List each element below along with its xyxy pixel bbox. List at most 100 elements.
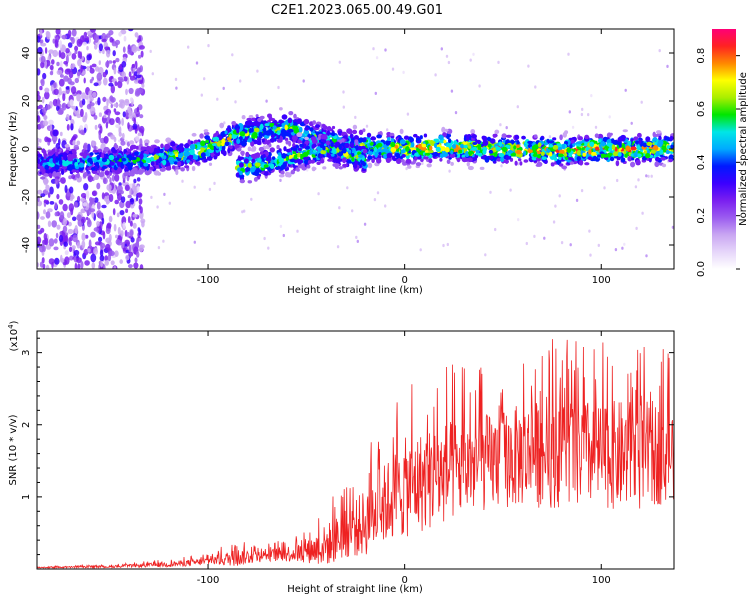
spectrogram-cell [136, 106, 139, 113]
spectrogram-cell [338, 60, 341, 64]
spectrogram-cell [130, 204, 135, 209]
spectrogram-cell [114, 250, 119, 257]
spectrogram-cell [463, 140, 468, 146]
spectrogram-cell [86, 46, 89, 51]
spectrogram-cell [239, 170, 243, 176]
spectrogram-cell [120, 196, 126, 203]
spectrogram-cell [505, 134, 512, 138]
spectrogram-cell [41, 96, 45, 104]
spectrogram-cell [471, 134, 477, 139]
spectrogram-cell [67, 29, 72, 38]
spectrogram-cell [43, 199, 49, 204]
spectrogram-cell [81, 232, 86, 242]
spectrogram-cell [405, 158, 412, 164]
spectrogram-cell [205, 139, 210, 144]
spectrogram-cell [72, 216, 77, 222]
spectrogram-cell [74, 262, 78, 269]
spectrogram-cell [181, 179, 184, 183]
spectrogram-cell [163, 192, 166, 196]
spectrogram-cell [323, 136, 328, 140]
spectrogram-cell [358, 129, 364, 135]
spectrogram-cell [124, 100, 130, 106]
spectrogram-cell [346, 128, 353, 134]
spectrogram-cell [445, 54, 449, 58]
spectrogram-cell [287, 128, 294, 133]
spectrogram-cell [250, 140, 255, 147]
spectrogram-cell [310, 159, 316, 164]
spectrogram-cell [118, 99, 125, 104]
spectrogram-cell [93, 174, 100, 180]
spectrogram-cell [58, 156, 62, 162]
spectrogram-cell [246, 120, 253, 126]
spectrogram-cell [165, 166, 172, 171]
spectrogram-cell [119, 210, 125, 216]
spectrogram-cell [105, 227, 111, 235]
spectrogram-cell [105, 121, 109, 129]
spectrogram-cell [61, 103, 65, 109]
spectrogram-cell [484, 253, 487, 257]
spectrogram-cell [39, 39, 44, 44]
spectrogram-cell [132, 222, 137, 229]
spectrogram-cell [150, 156, 154, 162]
spectrogram-cell [71, 135, 77, 141]
spectrogram-cell [239, 131, 246, 137]
spectrogram-cell [215, 151, 220, 156]
spectrogram-cell [287, 117, 293, 124]
spectrogram-cell [588, 149, 592, 155]
spectrogram-cell [115, 234, 119, 239]
spectrogram-cell [319, 144, 325, 148]
spectrogram-cell [81, 98, 86, 106]
spectrogram-cell [55, 164, 60, 170]
spectrogram-cell [467, 150, 474, 155]
spectrogram-cell [426, 163, 432, 168]
spectrogram-cell [432, 151, 439, 157]
spectrogram-cell [68, 246, 73, 253]
spectrogram-cell [231, 53, 234, 57]
spectrogram-cell [109, 250, 115, 257]
spectrogram-cell [285, 140, 290, 145]
spectrogram-cell [91, 170, 98, 174]
spectrogram-cell [77, 263, 81, 269]
spectrogram-cell [575, 198, 579, 202]
spectrogram-cell [631, 161, 635, 168]
colorbar-tick-label: 0.6 [696, 101, 707, 117]
spectrogram-cell [51, 59, 55, 65]
spectrogram-cell [250, 127, 254, 133]
spectrogram-cell [389, 132, 395, 137]
spectrogram-cell [259, 125, 263, 131]
spectrogram-cell [68, 70, 74, 79]
spectrogram-cell [42, 72, 47, 80]
spectrogram-cell [48, 258, 55, 265]
spectrogram-cell [495, 146, 502, 151]
spectrogram-cell [102, 71, 107, 78]
spectrogram-cell [394, 153, 398, 157]
spectrogram-cell [81, 208, 85, 213]
spectrogram-cell [117, 161, 121, 168]
spectrogram-cell [622, 129, 628, 133]
spectrogram-cell [48, 238, 55, 247]
spectrogram-cell [44, 237, 49, 246]
spectrogram-cell [326, 152, 331, 158]
spectrogram-cell [322, 166, 327, 170]
spectrogram-cell [374, 91, 377, 95]
spectrogram-cell [110, 103, 114, 109]
spectrogram-cell [617, 136, 623, 143]
spectrogram-cell [489, 138, 496, 144]
spectrogram-cell [125, 254, 130, 261]
spectrogram-cell [454, 111, 458, 115]
spectrogram-cell [137, 88, 143, 94]
spectrogram-cell [234, 100, 237, 104]
spectrogram-cell [441, 126, 446, 133]
spectrogram-cell [634, 140, 640, 145]
spectrogram-cell [47, 138, 52, 143]
spectrogram-cell [502, 147, 508, 153]
spectrogram-cell [150, 195, 153, 199]
spectrogram-cell [71, 245, 76, 250]
spectrogram-cell [158, 152, 165, 157]
spectrogram-cell [141, 83, 145, 88]
spectrogram-cell [58, 199, 64, 205]
spectrogram-cell [52, 171, 57, 178]
spectrogram-cell [41, 148, 46, 154]
spectrogram-axes: -100 0 100 -40 -20 0 20 40 [21, 29, 674, 286]
spectrogram-cell [614, 146, 618, 153]
